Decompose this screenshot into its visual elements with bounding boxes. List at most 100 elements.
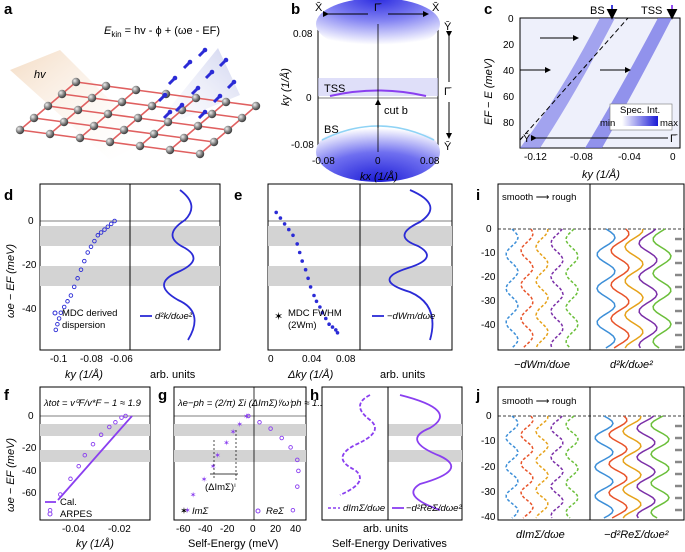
ytick-d-1: -20 [22, 260, 37, 271]
mdc-fwhm-point [295, 242, 300, 246]
imsigma-point: ✶ [230, 428, 237, 437]
i-left-curves [505, 228, 579, 349]
top-label-x1: X̄ [315, 1, 323, 14]
lattice-atom [75, 133, 85, 143]
xlabel-b: kx (1/Å) [360, 170, 398, 183]
lattice-bond [211, 113, 243, 119]
lattice-atom [251, 101, 261, 111]
electron [179, 102, 185, 108]
mdc-dispersion-point [82, 258, 87, 264]
ytick-j-1: -10 [481, 436, 496, 447]
arpes-point [58, 492, 63, 497]
legend-title: Spec. Int. [620, 105, 660, 116]
mdc-fwhm-point [330, 325, 335, 329]
lattice-bond [123, 129, 155, 135]
i-d2k-curve [652, 228, 672, 349]
resigma-point [246, 413, 251, 419]
mdc-dispersion-point [56, 316, 62, 321]
lattice-atom [29, 113, 39, 123]
xlabel-g: Self-Energy (meV) [188, 538, 278, 550]
mdc-fwhm-points [274, 210, 340, 335]
cal-line [57, 415, 133, 501]
mdc-fwhm-point [312, 293, 316, 298]
dashed-guide [519, 17, 629, 141]
xlabel-c: ky (1/Å) [582, 168, 620, 181]
legend-f2: ARPES [60, 509, 92, 520]
lattice-atom [119, 125, 129, 135]
ytick-f-1: -20 [22, 443, 37, 454]
arpes-point [98, 432, 104, 438]
electron [172, 75, 178, 81]
legend-h1: dImΣ/dωe [343, 503, 385, 514]
mdc-fwhm-point [334, 328, 338, 332]
legend-e1: MDC FWHM [288, 308, 342, 319]
xtick-f-0: -0.04 [62, 524, 85, 535]
xtick-b-2: 0 [375, 156, 381, 167]
lattice-atom [149, 129, 159, 139]
xlabel-h: Self-Energy Derivatives [332, 538, 447, 550]
electron [195, 85, 201, 91]
resigma-point [268, 426, 273, 431]
lattice-atom [131, 85, 141, 95]
lattice-atom [59, 117, 69, 127]
mdc-dispersion-point [75, 276, 80, 281]
legend-f1: Cal. [60, 497, 77, 508]
electron [187, 59, 193, 65]
ytick-d-2: -40 [22, 304, 37, 315]
tss-marker: TSS [641, 5, 662, 17]
top-label-gamma: Γ̄ [374, 2, 382, 14]
lattice-bond [33, 117, 65, 123]
lattice [15, 77, 261, 159]
lattice-atom [89, 121, 99, 131]
mdc-fwhm-point [303, 267, 308, 272]
xtick-e-0: 0 [268, 354, 274, 365]
ytick-f-0: 0 [28, 411, 34, 422]
tss-label: TSS [324, 83, 345, 95]
legend-h2: −d²ReΣ/dωe² [406, 503, 462, 514]
ytick-b-1: 0.08 [293, 29, 313, 40]
dwm-curve [388, 189, 434, 341]
bs-marker: BS [590, 5, 605, 17]
lattice-atom [73, 105, 83, 115]
ytick-c-1: 20 [503, 40, 515, 51]
xlabel-j-left: dImΣ/dωe [516, 529, 565, 541]
xtick-d-1: -0.08 [80, 354, 103, 365]
panel-label-e: e [234, 187, 242, 204]
resigma-point [290, 507, 296, 513]
xtick-g-3: 0 [250, 524, 256, 535]
lattice-atom [105, 137, 115, 147]
j-left-curves [505, 415, 579, 519]
xtick-g-0: -60 [176, 524, 191, 535]
electron [167, 109, 173, 115]
lattice-atom [57, 89, 67, 99]
lattice-atom [207, 109, 217, 119]
lattice-bond [135, 89, 167, 95]
j-d2resigma-curve [608, 415, 628, 519]
electrons [157, 47, 237, 120]
ylabel-d: ωe − EF (meV) [5, 244, 17, 318]
ytick-j-0: 0 [486, 411, 492, 422]
lattice-bond [121, 101, 153, 107]
i-dwm-curve [565, 228, 579, 349]
xtick-d-2: -0.06 [110, 354, 133, 365]
mdc-dispersion-point [58, 310, 64, 315]
lattice-bond [137, 117, 169, 123]
electron [217, 93, 223, 99]
resigma-point [295, 484, 300, 489]
mdc-fwhm-point [278, 216, 283, 220]
mdc-fwhm-point [291, 233, 295, 238]
ytick-f-2: -40 [22, 466, 37, 477]
lattice-atom [223, 125, 233, 135]
ytick-i-4: -40 [481, 320, 496, 331]
ytick-f-3: -60 [22, 488, 37, 499]
xlabel-e-right: arb. units [380, 369, 426, 381]
legend-g1: ImΣ [192, 506, 209, 517]
ytick-c-3: 60 [503, 92, 515, 103]
j-d2resigma-curve [622, 415, 642, 519]
mdc-dispersion-point [68, 293, 74, 298]
xtick-g-4: 20 [270, 524, 282, 535]
panel-d: d MDC derived dispersion d²k/dωe² 0 -20 … [4, 183, 221, 381]
dimsigma-curve [339, 394, 376, 496]
xtick-b-3: 0.08 [420, 156, 440, 167]
panel-j: j smooth ⟶ rough 0 -10 -20 -30 -40 dImΣ/… [475, 386, 685, 541]
